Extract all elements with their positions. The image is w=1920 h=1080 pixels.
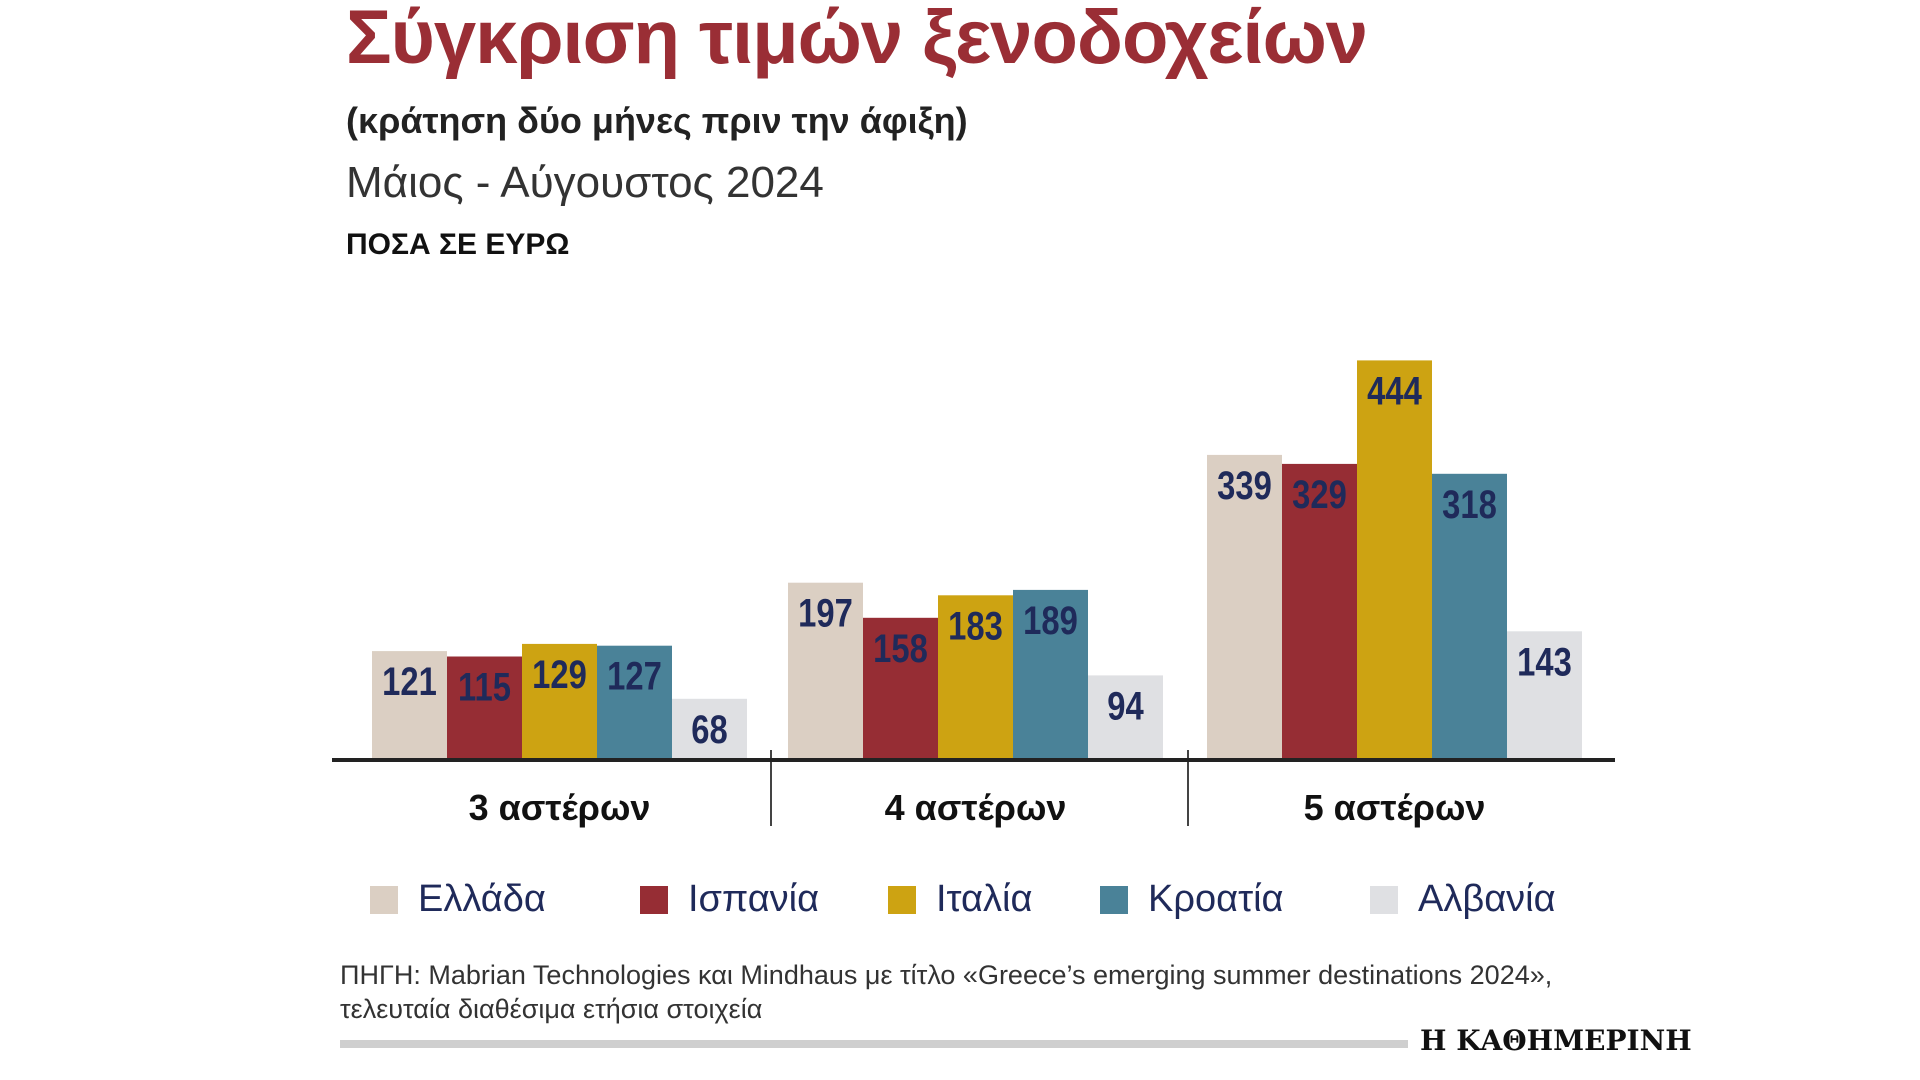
x-tick-label: 3 αστέρων bbox=[469, 787, 651, 828]
legend-label: Ελλάδα bbox=[418, 878, 546, 920]
bar bbox=[1207, 454, 1282, 760]
legend-item-albania: Αλβανία bbox=[1370, 878, 1556, 921]
data-label: 143 bbox=[1517, 639, 1572, 684]
data-label: 197 bbox=[798, 591, 853, 636]
legend-label: Ιταλία bbox=[936, 878, 1033, 920]
data-label: 115 bbox=[458, 664, 511, 709]
legend-swatch bbox=[888, 885, 916, 914]
bar bbox=[522, 643, 597, 760]
bar bbox=[1432, 473, 1507, 760]
data-label: 329 bbox=[1292, 472, 1347, 517]
bar bbox=[788, 582, 863, 760]
legend-item-italy: Ιταλία bbox=[888, 878, 1032, 921]
data-label: 189 bbox=[1023, 598, 1078, 643]
legend-item-spain: Ισπανία bbox=[640, 878, 819, 921]
bar bbox=[1507, 631, 1582, 760]
legend-swatch bbox=[1100, 885, 1128, 914]
bar bbox=[1088, 675, 1163, 760]
bar bbox=[863, 617, 938, 760]
chart-period: Μάιος - Αύγουστος 2024 bbox=[346, 158, 824, 207]
source-note: ΠΗΓΗ: Mabrian Technologies και Mindhaus … bbox=[340, 960, 1553, 1024]
legend-item-croatia: Κροατία bbox=[1100, 878, 1284, 921]
units-label: ΠΟΣΑ ΣΕ ΕΥΡΩ bbox=[346, 228, 570, 261]
legend-label: Ισπανία bbox=[688, 878, 820, 920]
data-label: 94 bbox=[1107, 683, 1144, 728]
data-label: 318 bbox=[1442, 482, 1497, 527]
data-label: 129 bbox=[532, 652, 587, 697]
data-label: 339 bbox=[1217, 463, 1272, 508]
footer-divider bbox=[340, 1040, 1408, 1048]
data-label: 121 bbox=[382, 659, 437, 704]
brand-logo-text: Η ΚΑΘΗΜΕΡΙΝΗ bbox=[1420, 1024, 1692, 1057]
data-label: 68 bbox=[691, 707, 727, 752]
x-tick-label: 5 αστέρων bbox=[1304, 787, 1486, 828]
bar bbox=[672, 698, 747, 760]
data-label: 444 bbox=[1367, 368, 1422, 413]
legend-swatch bbox=[640, 885, 668, 914]
legend-label: Αλβανία bbox=[1418, 878, 1556, 920]
legend-item-greece: Ελλάδα bbox=[370, 878, 546, 921]
x-tick-label: 4 αστέρων bbox=[885, 787, 1067, 828]
data-label: 158 bbox=[873, 626, 928, 671]
legend-label: Κροατία bbox=[1148, 878, 1284, 920]
bar bbox=[447, 656, 522, 760]
bar bbox=[938, 595, 1013, 760]
data-label: 127 bbox=[607, 654, 662, 699]
legend-swatch bbox=[1370, 885, 1398, 914]
bar bbox=[1357, 360, 1432, 760]
bar bbox=[597, 645, 672, 760]
legend-swatch bbox=[370, 885, 398, 914]
data-label: 183 bbox=[948, 603, 1003, 648]
chart-legend: Ελλάδα Ισπανία Ιταλία Κροατία Αλβανία bbox=[370, 878, 1570, 928]
bar bbox=[1282, 463, 1357, 760]
chart-subtitle: (κράτηση δύο μήνες πριν την άφιξη) bbox=[346, 100, 968, 141]
bar bbox=[1013, 589, 1088, 760]
bar-chart: 121 115 129 127 68 3 αστέρων 197 158 183 189 94 4 α… bbox=[332, 360, 1615, 828]
bar bbox=[372, 651, 447, 760]
chart-title: Σύγκριση τιμών ξενοδοχείων bbox=[346, 0, 1368, 80]
